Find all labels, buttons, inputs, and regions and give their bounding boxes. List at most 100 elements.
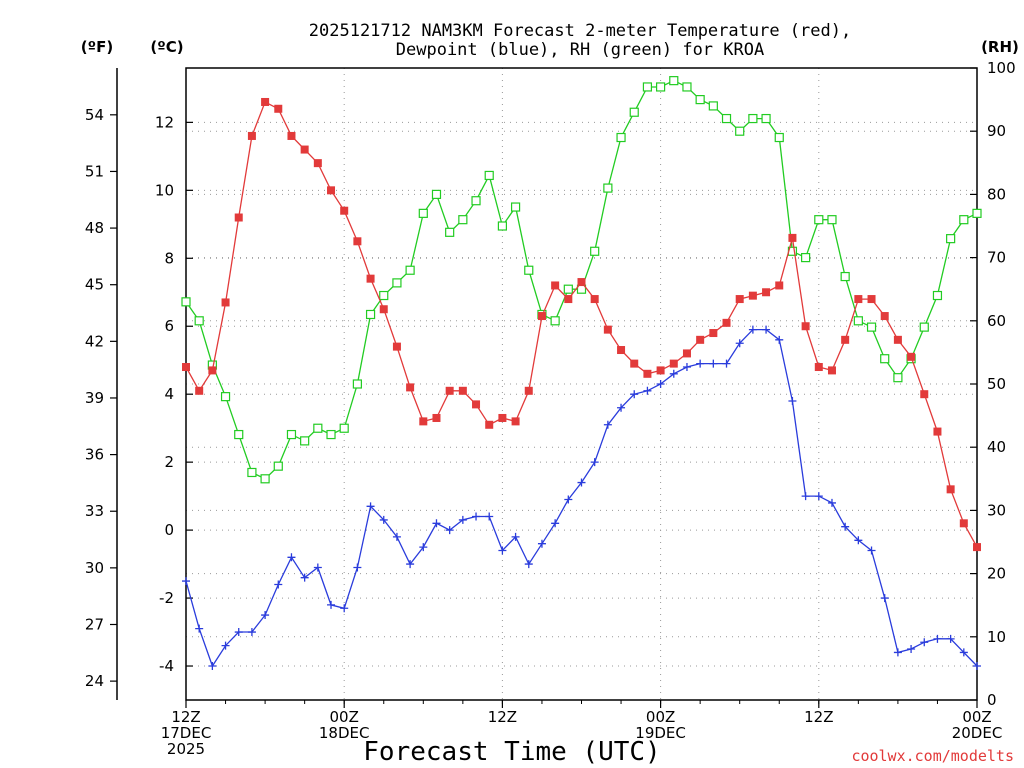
rh-point [181, 297, 191, 307]
temperature-point [775, 281, 784, 290]
rh-point [946, 234, 956, 244]
rh-point [194, 316, 204, 326]
rh-point [550, 316, 560, 326]
dewpoint-point [722, 359, 731, 368]
dewpoint-point [788, 396, 797, 405]
dewpoint-point [366, 502, 375, 511]
f-tick-label: 42 [85, 332, 104, 350]
temperature-point [300, 145, 309, 154]
rh-point [801, 253, 811, 263]
dewpoint-point [485, 512, 494, 521]
rh-tick-label: 0 [987, 691, 997, 709]
f-tick-label: 30 [85, 559, 104, 577]
fahrenheit-axis: 24 27 30 33 36 39 42 45 48 51 54 [85, 106, 117, 690]
rh-point [774, 132, 784, 143]
x-tick-label: 19DEC [635, 724, 686, 742]
rh-point [247, 467, 257, 478]
dewpoint-point [406, 560, 415, 569]
x-tick-label: 00Z [646, 708, 675, 726]
temperature-point [920, 390, 929, 399]
temperature-point [841, 335, 850, 344]
temperature-point [907, 352, 916, 361]
temperature-point [313, 159, 322, 168]
c-tick-label: 4 [164, 385, 174, 403]
rh-tick-label: 10 [987, 628, 1006, 646]
rh-point [234, 429, 244, 440]
rh-point [365, 309, 376, 320]
rh-point [972, 208, 982, 218]
temperature-point [933, 427, 942, 436]
temperature-point [735, 295, 744, 304]
chart-title-line1: 2025121712 NAM3KM Forecast 2-meter Tempe… [309, 21, 851, 41]
temperature-point [432, 413, 441, 422]
temperature-point [617, 346, 626, 355]
chart-title-line2: Dewpoint (blue), RH (green) for KROA [396, 40, 764, 60]
dewpoint-point [247, 628, 256, 637]
dewpoint-point [379, 515, 388, 524]
dewpoint-point [287, 553, 296, 562]
dewpoint-point [524, 560, 533, 569]
dewpoint-point [814, 492, 823, 501]
dewpoint-point [300, 573, 309, 582]
rh-point [471, 196, 481, 206]
dewpoint-point [445, 526, 454, 535]
temperature-point [590, 295, 599, 304]
dewpoint-point [801, 492, 810, 501]
celsius-axis: -4 -2 0 2 4 6 8 10 12 [155, 113, 193, 675]
dewpoint-point [643, 386, 652, 395]
temperature-point [287, 131, 296, 140]
rh-point [932, 290, 943, 301]
dewpoint-point [973, 662, 981, 671]
temperature-point [511, 417, 520, 426]
temperature-point [195, 386, 204, 395]
dewpoint-point [221, 641, 230, 650]
temperature-point [696, 335, 705, 344]
dewpoint-point [696, 359, 705, 368]
dewpoint-point [630, 390, 639, 399]
rh-point [642, 82, 653, 92]
dewpoint-point [234, 628, 243, 637]
dewpoint-point [577, 478, 586, 487]
dewpoint-point [419, 543, 428, 552]
celsius-unit-label: (ºC) [150, 38, 183, 56]
temperature-point [353, 237, 362, 246]
dewpoint-point [946, 634, 955, 643]
rh-point [431, 189, 442, 199]
dewpoint-point [313, 563, 322, 572]
dewpoint-point [274, 580, 283, 589]
rh-series [181, 76, 982, 484]
rh-point [313, 423, 323, 433]
credit-text: coolwx.com/modelts [851, 747, 1014, 765]
temperature-point [973, 543, 981, 552]
dewpoint-point [182, 577, 190, 586]
rh-point [300, 436, 310, 446]
dewpoint-point [603, 420, 612, 429]
dewpoint-point [656, 380, 665, 388]
rh-point [735, 126, 745, 136]
rh-tick-label: 60 [987, 312, 1006, 330]
temperature-point [669, 359, 678, 368]
temperature-point [709, 329, 718, 338]
rh-point [853, 316, 863, 326]
temperature-point [340, 206, 349, 215]
temperature-point [762, 288, 771, 297]
rh-tick-label: 70 [987, 249, 1006, 267]
rh-point [220, 392, 231, 402]
temperature-point [524, 386, 533, 395]
dewpoint-point [841, 522, 850, 531]
dewpoint-point [590, 458, 599, 467]
dewpoint-point [933, 634, 942, 643]
temperature-point [208, 366, 217, 375]
rh-point [418, 208, 428, 218]
rh-point [629, 107, 639, 117]
rh-point [510, 202, 521, 212]
f-tick-label: 48 [85, 219, 104, 237]
dewpoint-point [498, 546, 507, 555]
f-tick-label: 39 [85, 389, 104, 407]
rh-point [814, 215, 824, 225]
dewpoint-point [827, 498, 836, 507]
temperature-point [801, 322, 810, 331]
temperature-point [274, 104, 283, 113]
f-tick-label: 36 [85, 446, 104, 464]
